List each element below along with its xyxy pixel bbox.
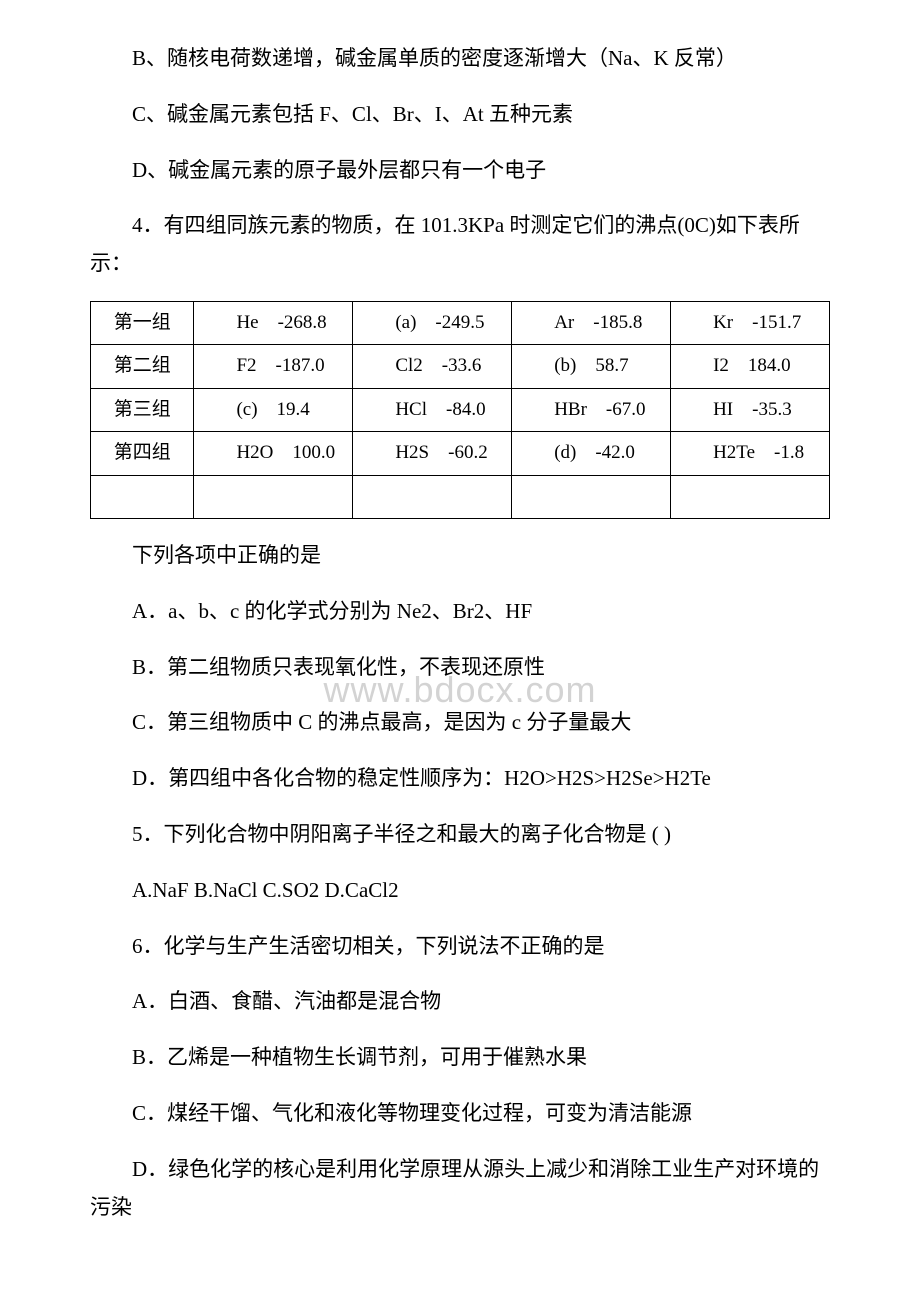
- option-c-q6: C．煤经干馏、气化和液化等物理变化过程，可变为清洁能源: [90, 1095, 830, 1133]
- option-c-q3: C、碱金属元素包括 F、Cl、Br、I、At 五种元素: [90, 96, 830, 134]
- option-a-q6: A．白酒、食醋、汽油都是混合物: [90, 983, 830, 1021]
- empty-cell: [671, 475, 830, 518]
- table-cell: Ar -185.8: [512, 301, 671, 344]
- question-4-prompt: 下列各项中正确的是: [90, 537, 830, 575]
- table-row: 第一组 He -268.8 (a) -249.5 Ar -185.8 Kr -1…: [91, 301, 830, 344]
- table-row: [91, 475, 830, 518]
- table-cell: (c) 19.4: [194, 388, 353, 431]
- option-d-q3: D、碱金属元素的原子最外层都只有一个电子: [90, 152, 830, 190]
- table-cell: He -268.8: [194, 301, 353, 344]
- option-a-q4: A．a、b、c 的化学式分别为 Ne2、Br2、HF: [90, 593, 830, 631]
- empty-cell: [512, 475, 671, 518]
- table-cell: (b) 58.7: [512, 345, 671, 388]
- group-label: 第一组: [91, 301, 194, 344]
- document-content: B、随核电荷数递增，碱金属单质的密度逐渐增大（Na、K 反常） C、碱金属元素包…: [90, 40, 830, 1226]
- boiling-point-table: 第一组 He -268.8 (a) -249.5 Ar -185.8 Kr -1…: [90, 301, 830, 519]
- table-cell: HI -35.3: [671, 388, 830, 431]
- table-cell: H2Te -1.8: [671, 432, 830, 475]
- table-cell: Cl2 -33.6: [353, 345, 512, 388]
- option-d-q4: D．第四组中各化合物的稳定性顺序为：H2O>H2S>H2Se>H2Te: [90, 760, 830, 798]
- question-4-stem: 4．有四组同族元素的物质，在 101.3KPa 时测定它们的沸点(0C)如下表所…: [90, 207, 830, 283]
- table-cell: F2 -187.0: [194, 345, 353, 388]
- table-cell: I2 184.0: [671, 345, 830, 388]
- group-label: 第二组: [91, 345, 194, 388]
- group-label: 第三组: [91, 388, 194, 431]
- table-cell: HCl -84.0: [353, 388, 512, 431]
- table-cell: HBr -67.0: [512, 388, 671, 431]
- table-row: 第四组 H2O 100.0 H2S -60.2 (d) -42.0 H2Te -…: [91, 432, 830, 475]
- table-cell: Kr -151.7: [671, 301, 830, 344]
- option-b-q4: B．第二组物质只表现氧化性，不表现还原性: [90, 649, 830, 687]
- question-6-stem: 6．化学与生产生活密切相关，下列说法不正确的是: [90, 928, 830, 966]
- option-b-q6: B．乙烯是一种植物生长调节剂，可用于催熟水果: [90, 1039, 830, 1077]
- table-cell: H2S -60.2: [353, 432, 512, 475]
- group-label: 第四组: [91, 432, 194, 475]
- table-row: 第二组 F2 -187.0 Cl2 -33.6 (b) 58.7 I2 184.…: [91, 345, 830, 388]
- option-c-q4: C．第三组物质中 C 的沸点最高，是因为 c 分子量最大: [90, 704, 830, 742]
- empty-cell: [91, 475, 194, 518]
- option-d-q6: D．绿色化学的核心是利用化学原理从源头上减少和消除工业生产对环境的污染: [90, 1151, 830, 1227]
- table-row: 第三组 (c) 19.4 HCl -84.0 HBr -67.0 HI -35.…: [91, 388, 830, 431]
- question-5-options: A.NaF B.NaCl C.SO2 D.CaCl2: [90, 872, 830, 910]
- table-cell: (d) -42.0: [512, 432, 671, 475]
- empty-cell: [194, 475, 353, 518]
- table-cell: H2O 100.0: [194, 432, 353, 475]
- table-cell: (a) -249.5: [353, 301, 512, 344]
- question-5-stem: 5．下列化合物中阴阳离子半径之和最大的离子化合物是 ( ): [90, 816, 830, 854]
- empty-cell: [353, 475, 512, 518]
- option-b-q3: B、随核电荷数递增，碱金属单质的密度逐渐增大（Na、K 反常）: [90, 40, 830, 78]
